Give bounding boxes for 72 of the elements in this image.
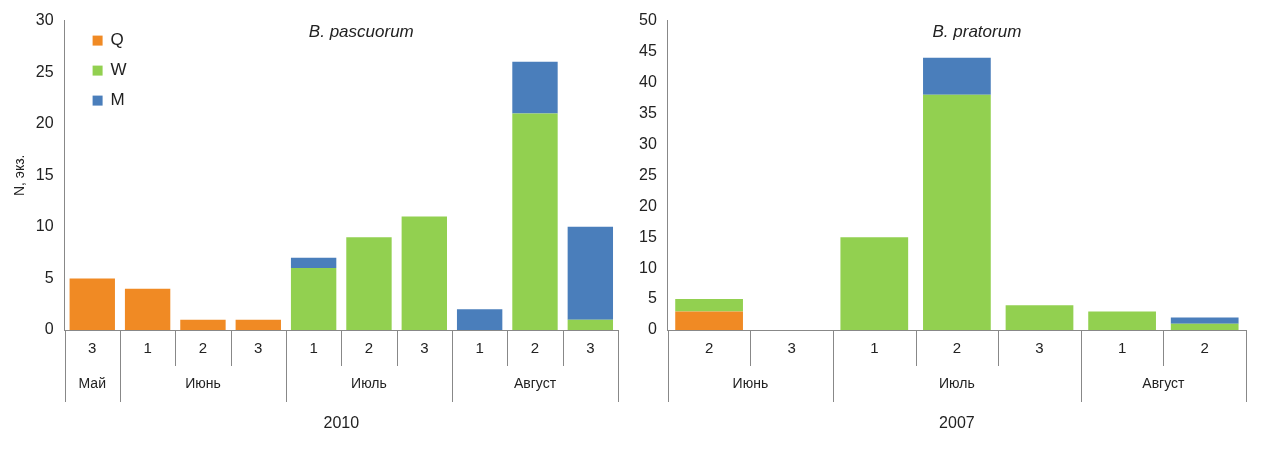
x-tick-label: 1	[870, 339, 879, 357]
x-tick-label: 3	[1035, 339, 1044, 357]
y-tick-label: 5	[647, 289, 657, 307]
x-tick-label: 3	[586, 339, 595, 357]
bar	[180, 319, 226, 330]
y-tick-label: 30	[639, 134, 657, 152]
bar	[1088, 311, 1156, 330]
x-axis-title: 2007	[939, 414, 975, 432]
y-tick-label: 25	[639, 165, 657, 183]
y-tick-label: 35	[639, 103, 657, 121]
text: Май	[78, 374, 106, 391]
y-tick-label: 15	[639, 227, 657, 245]
bar	[675, 311, 743, 330]
y-tick-label: 40	[639, 72, 657, 90]
bar	[1170, 317, 1239, 324]
y-tick-label: 5	[44, 268, 54, 286]
x-tick-label: 2	[704, 339, 714, 357]
bar	[69, 278, 115, 330]
bar	[675, 299, 743, 312]
bar	[1005, 305, 1074, 330]
y-tick-label: 20	[639, 196, 657, 214]
bar	[401, 216, 447, 330]
x-tick-label: 2	[364, 339, 374, 357]
bar	[1170, 323, 1239, 330]
x-tick-label: 3	[88, 339, 97, 357]
x-tick-label: 2	[198, 339, 208, 357]
y-axis-title: N, экз.	[11, 154, 28, 197]
bar	[923, 57, 991, 95]
y-tick-label: 30	[35, 11, 54, 29]
x-tick-label: 3	[254, 339, 263, 357]
x-tick-label: 3	[787, 339, 796, 357]
bar	[840, 237, 909, 330]
bar	[290, 257, 337, 269]
x-tick-label: 3	[420, 339, 429, 357]
text: Июль	[939, 374, 975, 391]
bar	[124, 288, 171, 330]
bar	[567, 226, 614, 320]
x-tick-label: 2	[952, 339, 962, 357]
bar	[346, 237, 392, 330]
y-tick-label: 0	[647, 320, 657, 338]
text: Август	[513, 374, 557, 391]
legend-label: Q	[110, 30, 124, 50]
bar	[235, 319, 281, 330]
legend-label: W	[110, 60, 127, 80]
bar	[290, 268, 337, 330]
chart-title: B. pascuorum	[308, 22, 414, 42]
text: Август	[1142, 374, 1186, 391]
x-tick-label: 2	[530, 339, 540, 357]
bar	[923, 94, 991, 330]
y-tick-label: 25	[35, 62, 54, 80]
x-tick-label: 1	[1117, 339, 1127, 357]
bar	[567, 319, 614, 330]
x-tick-label: 1	[475, 339, 484, 357]
x-tick-label: 1	[143, 339, 152, 357]
y-tick-label: 45	[639, 41, 657, 59]
y-tick-label: 15	[35, 165, 54, 183]
text: Июнь	[185, 374, 221, 391]
x-tick-label: 1	[309, 339, 318, 357]
x-tick-label: 2	[1200, 339, 1209, 357]
y-tick-label: 20	[35, 114, 54, 132]
bar	[456, 309, 503, 330]
bar	[512, 61, 558, 114]
chart-title: B. pratorum	[932, 22, 1022, 42]
y-tick-label: 50	[639, 11, 657, 29]
text: Июнь	[732, 374, 769, 391]
x-axis-title: 2010	[323, 414, 360, 432]
y-tick-label: 0	[44, 320, 54, 338]
legend-label: M	[110, 90, 125, 110]
bar	[512, 113, 558, 330]
y-tick-label: 10	[35, 217, 54, 235]
text: Июль	[351, 374, 387, 391]
y-tick-label: 10	[639, 258, 657, 276]
